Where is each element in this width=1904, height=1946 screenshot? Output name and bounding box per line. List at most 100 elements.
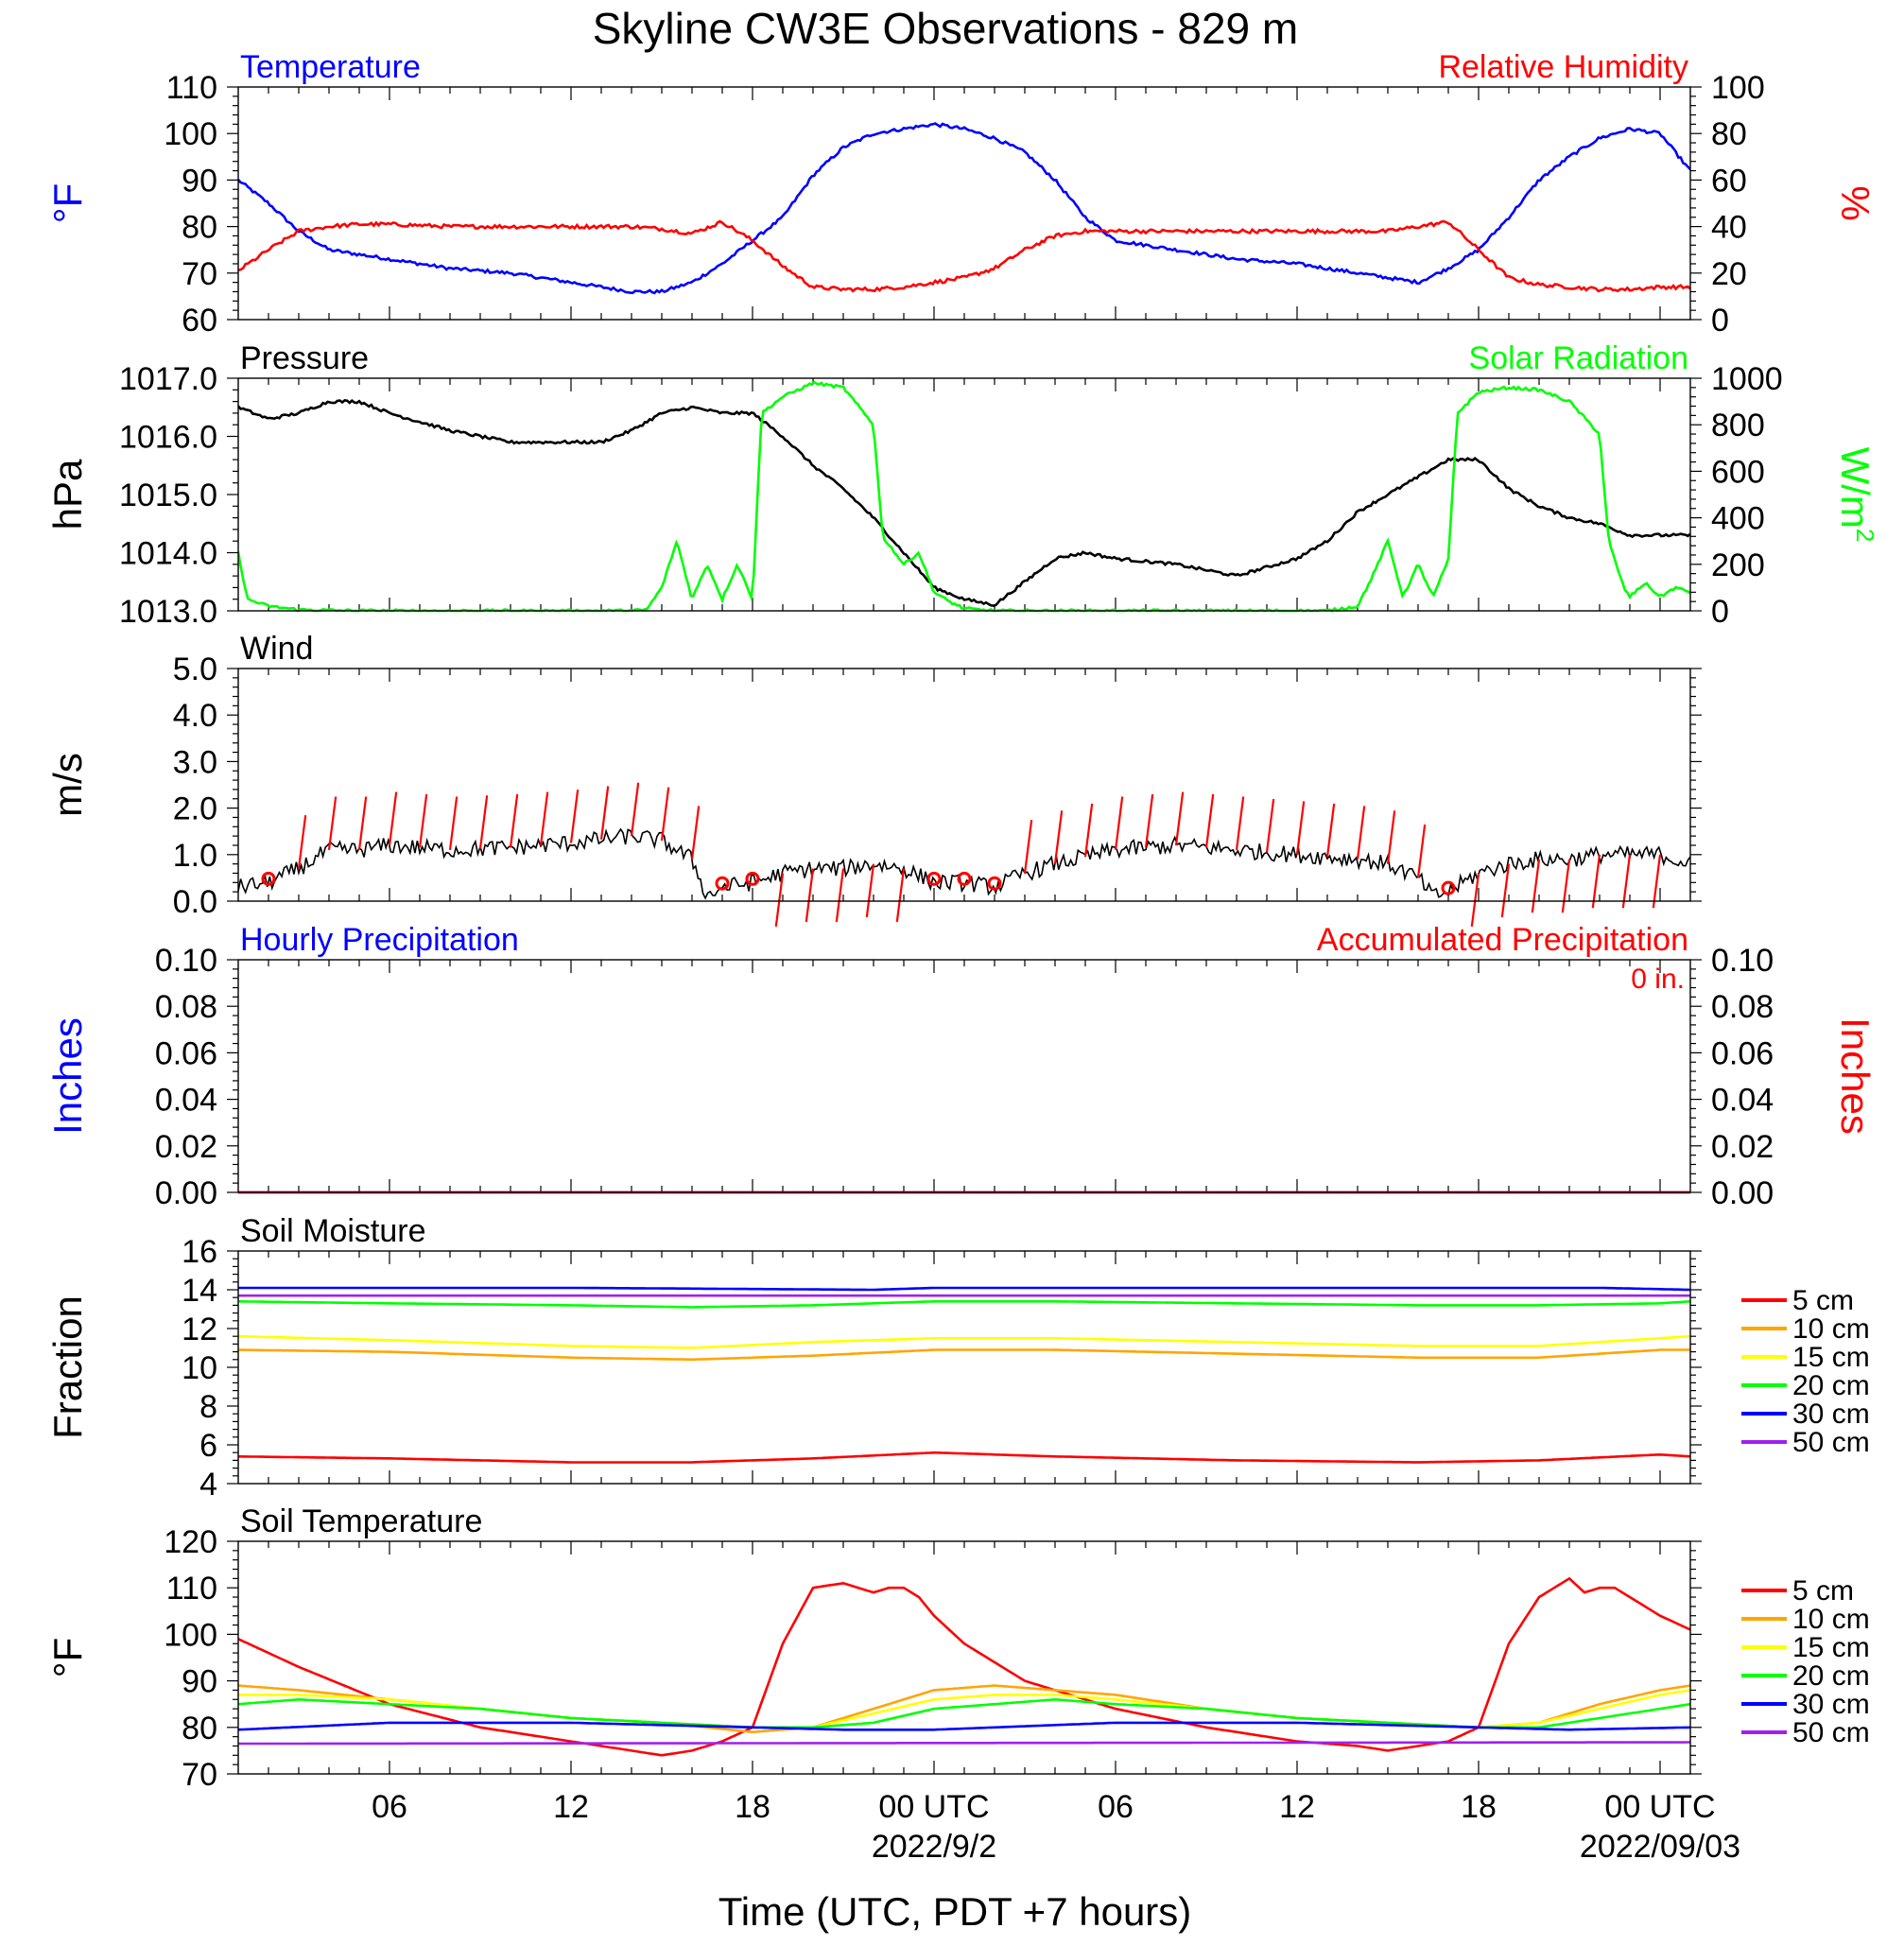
y-axis-label-right: Inches (1833, 1017, 1878, 1135)
x-tick-label: 00 UTC (1604, 1789, 1715, 1825)
wind-barb (630, 782, 640, 837)
y-tick-label-left: 80 (182, 1711, 217, 1746)
panel-pressure_solar: 1013.0 1014.0 1015.0 1016.0 1017.0 0 200 400 600… (45, 340, 1879, 630)
x-tick-label: 06 (1098, 1789, 1134, 1825)
series-group (238, 1576, 1690, 1757)
y-tick-label-left: 90 (182, 1664, 217, 1700)
y-tick-label-left: 0.02 (155, 1129, 217, 1165)
y-tick-label-left: 90 (182, 163, 217, 199)
date-label: 2022/09/03 (1580, 1829, 1740, 1865)
wind-barb (865, 863, 875, 918)
y-tick-label-left: 1016.0 (119, 420, 217, 456)
accum-total: 0 in. (1631, 964, 1685, 995)
y-tick-label-left: 1017.0 (119, 361, 217, 397)
panel-label-left: Temperature (240, 49, 421, 85)
plot-frame (237, 86, 1691, 321)
wind-barb (895, 868, 906, 923)
wind-barb (1591, 854, 1601, 909)
wind-barb (1083, 803, 1094, 858)
calm-circle (261, 871, 276, 886)
y-tick-label-right: 100 (1711, 70, 1765, 106)
y-tick-label-left: 2.0 (173, 791, 217, 827)
wind-barb (539, 791, 549, 846)
wind-barb (660, 787, 670, 842)
calm-circle (1441, 880, 1456, 895)
y-tick-label-left: 3.0 (173, 744, 217, 780)
y-axis-label-left: hPa (45, 459, 90, 530)
y-tick-label-left: 12 (182, 1312, 217, 1347)
wind-barb (1053, 810, 1064, 864)
panel-label-left: Wind (240, 631, 313, 667)
calm-circle (987, 876, 1002, 891)
wind-barb (1114, 796, 1124, 851)
x-tick-label: 12 (553, 1789, 589, 1825)
wind-barb (509, 793, 519, 848)
panel-label-left: Soil Moisture (240, 1213, 426, 1249)
wind-barb (805, 868, 815, 923)
y-tick-label-right: 0.10 (1711, 943, 1774, 979)
wind-barb (418, 793, 428, 848)
y-tick-label-right: 0.04 (1711, 1083, 1774, 1119)
wind-barb (1621, 854, 1632, 909)
wind-barb (1325, 803, 1336, 858)
plot-frame (237, 1540, 1691, 1775)
panel-label-left: Hourly Precipitation (240, 922, 519, 958)
legend-entry: 50 cm (1792, 1427, 1870, 1458)
y-tick-label-left: 5.0 (173, 652, 217, 687)
y-tick-label-right: 1000 (1711, 361, 1783, 397)
legend-entry: 30 cm (1792, 1689, 1870, 1720)
wind-barb (297, 815, 307, 869)
y-axis-label-left: m/s (45, 753, 90, 817)
panel-label-right: Solar Radiation (1469, 340, 1688, 376)
wind-barb (327, 796, 338, 851)
wind-barb (1144, 793, 1154, 848)
wind-barb (1416, 824, 1427, 878)
x-tick-label: 06 (372, 1789, 407, 1825)
series-line-wind-speed (238, 827, 1690, 900)
y-axis-label-left: °F (45, 183, 90, 223)
legend-entry: 5 cm (1792, 1575, 1854, 1607)
calm-circle (926, 871, 942, 886)
y-tick-label-right: 20 (1711, 256, 1747, 292)
panel-label-right: Relative Humidity (1438, 49, 1688, 85)
wind-barb (357, 796, 368, 851)
wind-barb (774, 873, 785, 928)
y-tick-label-left: 80 (182, 210, 217, 246)
wind-barb (1204, 793, 1215, 848)
wind-barb (1023, 819, 1033, 874)
y-tick-label-left: 1015.0 (119, 478, 217, 513)
legend-entry: 20 cm (1792, 1660, 1870, 1692)
wind-barb (1531, 859, 1541, 913)
series-line-30-cm (238, 1721, 1690, 1731)
y-tick-label-left: 100 (164, 116, 217, 152)
y-axis-label-left: °F (45, 1638, 90, 1677)
y-tick-label-left: 110 (166, 70, 217, 106)
panel-wind: 0.0 1.0 2.0 3.0 4.0 5.0 Wind m/s (45, 631, 1702, 928)
y-tick-label-left: 6 (199, 1428, 217, 1464)
y-tick-label-left: 60 (182, 303, 217, 339)
y-tick-label-left: 0.0 (173, 884, 217, 920)
series-group (238, 827, 1690, 900)
y-tick-label-left: 0.04 (155, 1083, 217, 1119)
legend-entry: 20 cm (1792, 1370, 1870, 1401)
y-tick-label-right: 0 (1711, 303, 1729, 339)
series-line-50-cm (238, 1741, 1690, 1746)
panel-precip: 0.00 0.02 0.04 0.06 0.08 0.10 0.00 0.02 0.04 0.06… (45, 922, 1878, 1211)
wind-barb (1386, 810, 1396, 864)
y-tick-label-right: 200 (1711, 547, 1765, 583)
y-tick-label-right: 40 (1711, 210, 1747, 246)
legend-entry: 10 cm (1792, 1604, 1870, 1635)
y-tick-label-left: 120 (164, 1524, 217, 1560)
y-tick-label-left: 0.08 (155, 989, 217, 1025)
wind-barb (1470, 873, 1480, 928)
wind-barb (599, 786, 610, 840)
series-group (238, 122, 1690, 295)
plot-frame (237, 959, 1691, 1193)
y-tick-label-left: 14 (182, 1273, 217, 1309)
y-axis-label-right: W/m2 (1833, 447, 1879, 543)
wind-barb (1561, 859, 1571, 913)
legend-entry: 5 cm (1792, 1285, 1854, 1316)
x-axis-title: Time (UTC, PDT +7 hours) (718, 1889, 1192, 1934)
y-tick-label-left: 8 (199, 1389, 217, 1425)
